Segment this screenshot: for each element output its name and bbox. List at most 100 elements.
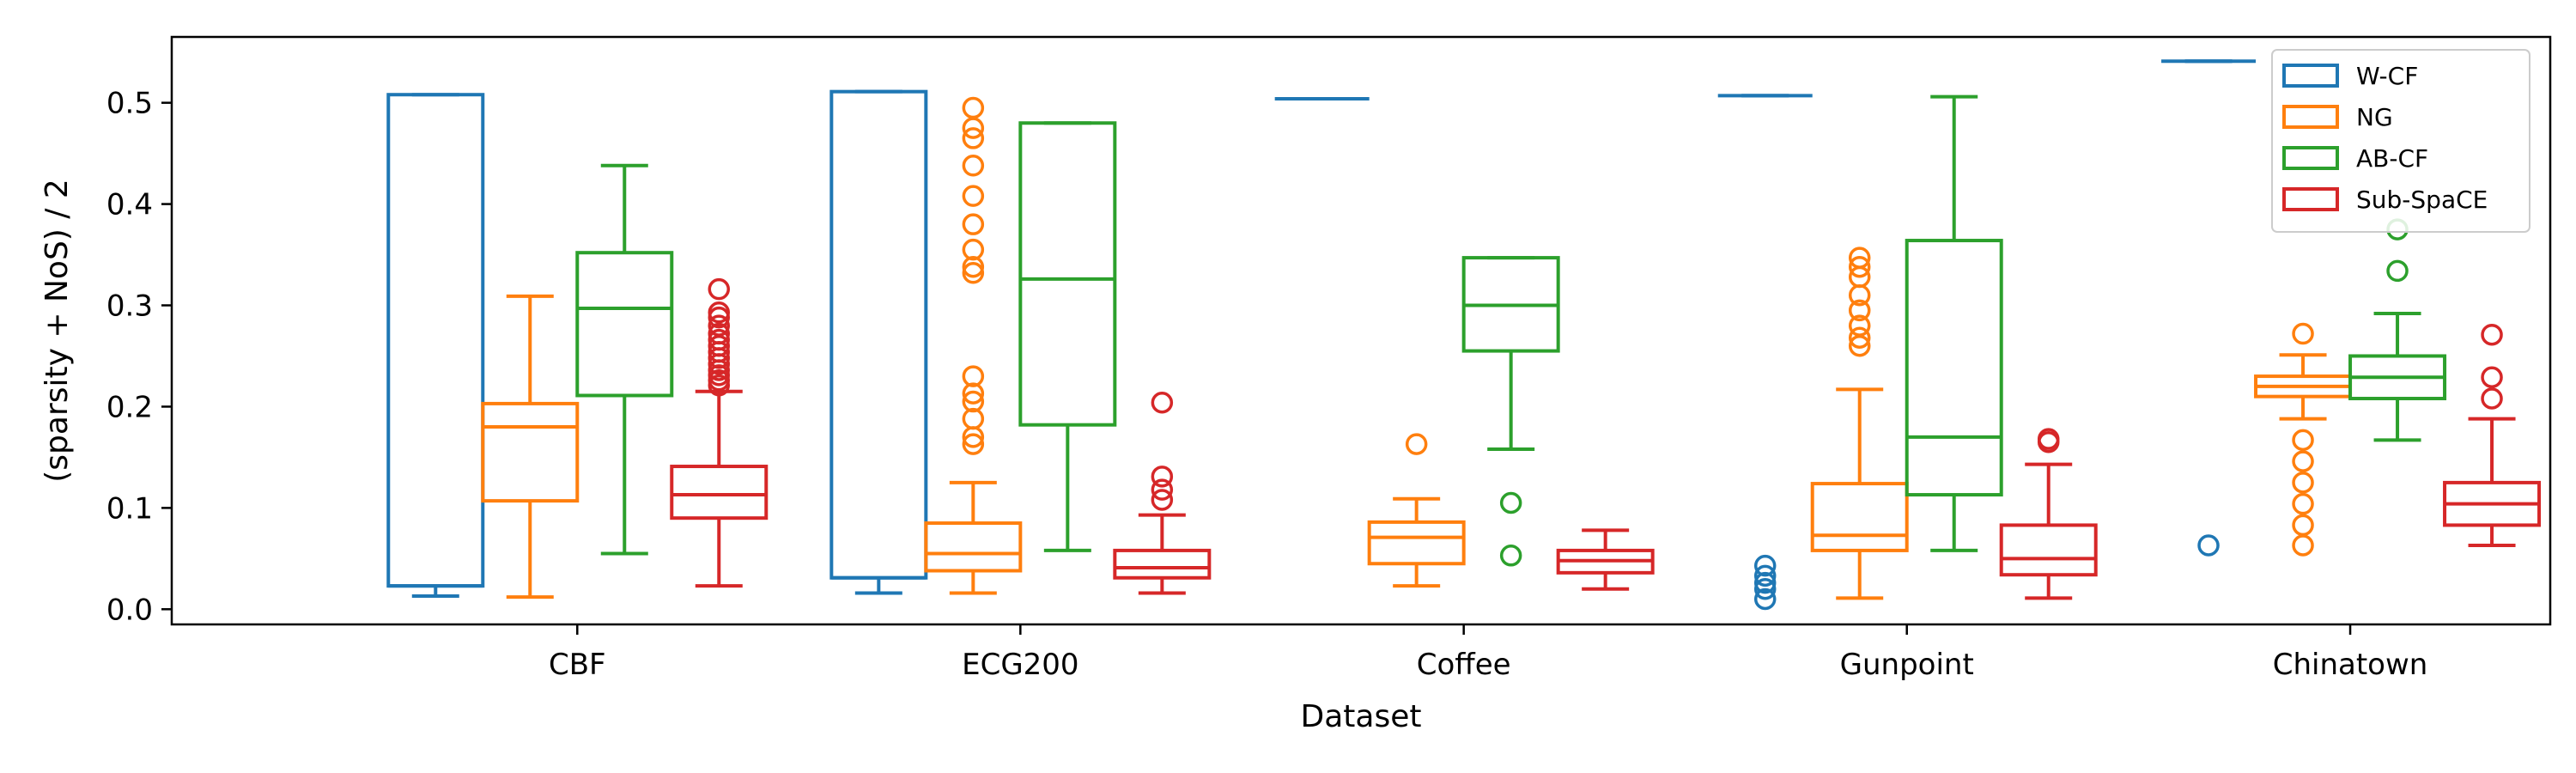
box-iqr <box>1018 121 1117 427</box>
box-sub-space-ecg200 <box>1113 391 1212 595</box>
x-tick-label: Gunpoint <box>1840 648 1974 682</box>
x-tick-label: Chinatown <box>2273 648 2428 682</box>
box-sub-space-chinatown <box>2443 323 2542 548</box>
legend-label: AB-CF <box>2356 144 2428 173</box>
y-tick-label: 0.4 <box>106 188 153 222</box>
outlier-point <box>962 382 985 405</box>
box-w-cf-cbf <box>386 93 485 598</box>
y-axis-label: (sparsity + NoS) / 2 <box>39 179 75 483</box>
x-axis-label: Dataset <box>1301 699 1422 734</box>
outlier-point <box>1848 334 1871 357</box>
outlier-point <box>708 306 731 329</box>
outlier-point <box>2292 534 2314 557</box>
outlier-point <box>1753 571 1777 594</box>
box-ng-gunpoint <box>1810 247 1909 600</box>
plot-frame <box>170 35 2552 626</box>
legend-label: Sub-SpaCE <box>2356 186 2488 214</box>
outlier-point <box>2292 429 2314 452</box>
outlier-point <box>1848 255 1871 278</box>
outlier-point <box>1499 491 1522 514</box>
outlier-point <box>1848 326 1871 350</box>
legend: W-CF NG AB-CF Sub-SpaCE <box>2271 49 2530 233</box>
outlier-point <box>2292 322 2314 345</box>
legend-item: Sub-SpaCE <box>2282 186 2488 214</box>
outlier-point <box>708 353 731 375</box>
y-axis: 0.0 0.1 0.2 0.3 0.4 0.5 <box>106 87 172 627</box>
box-iqr <box>1999 523 2098 577</box>
box-ab-cf-gunpoint <box>1905 94 2003 552</box>
box-ng-cbf <box>481 294 580 600</box>
outlier-point <box>962 426 985 448</box>
x-tick-label: CBF <box>549 648 606 682</box>
legend-label: W-CF <box>2356 62 2418 90</box>
outlier-point <box>708 374 731 397</box>
outlier-point <box>708 347 731 369</box>
box-ab-cf-ecg200 <box>1018 121 1117 552</box>
box-w-cf-chinatown <box>2161 59 2257 557</box>
outlier-point <box>1753 587 1777 611</box>
outlier-point <box>1848 299 1871 322</box>
box-ab-cf-cbf <box>575 163 674 556</box>
legend-frame <box>2271 49 2530 233</box>
box-ng-ecg200 <box>924 96 1023 595</box>
outlier-point <box>1151 466 1174 488</box>
outlier-point <box>962 255 985 278</box>
box-iqr <box>1905 239 2003 497</box>
outlier-point <box>962 433 985 455</box>
box-ab-cf-coffee <box>1461 256 1560 567</box>
outlier-point <box>2481 387 2503 410</box>
outlier-point <box>962 238 985 261</box>
outlier-point <box>1753 554 1777 577</box>
outlier-point <box>1499 545 1522 567</box>
outlier-point <box>962 155 985 177</box>
legend-label: NG <box>2356 103 2393 131</box>
outlier-point <box>1151 478 1174 501</box>
box-iqr <box>924 521 1023 573</box>
x-tick-label: Coffee <box>1417 648 1511 682</box>
box-iqr <box>575 251 674 398</box>
y-tick-label: 0.5 <box>106 87 153 121</box>
box-iqr <box>1810 482 1909 552</box>
legend-item: AB-CF <box>2282 144 2428 173</box>
y-tick-label: 0.3 <box>106 289 153 324</box>
outlier-point <box>1753 564 1777 587</box>
plot-marks <box>386 59 2542 611</box>
outlier-point <box>2292 450 2314 472</box>
outlier-point <box>1151 391 1174 414</box>
outlier-point <box>2292 492 2314 515</box>
outlier-point <box>962 185 985 207</box>
y-tick-label: 0.2 <box>106 390 153 424</box>
box-w-cf-ecg200 <box>829 89 928 595</box>
legend-swatch <box>2282 64 2339 88</box>
outlier-point <box>1151 489 1174 511</box>
box-sub-space-cbf <box>670 277 769 588</box>
outlier-point <box>2481 323 2503 346</box>
legend-item: NG <box>2282 103 2393 131</box>
outlier-point <box>962 390 985 413</box>
x-tick-label: ECG200 <box>962 648 1078 682</box>
box-sub-space-coffee <box>1556 528 1655 591</box>
outlier-point <box>2037 430 2060 453</box>
legend-swatch <box>2282 146 2339 170</box>
outlier-point <box>962 117 985 139</box>
outlier-point <box>962 127 985 149</box>
box-ng-chinatown <box>2254 322 2353 557</box>
outlier-point <box>1405 433 1428 455</box>
y-tick-label: 0.1 <box>106 491 153 526</box>
outlier-point <box>1848 283 1871 307</box>
outlier-point <box>708 277 731 301</box>
outlier-point <box>2197 534 2220 557</box>
outlier-point <box>1753 577 1777 600</box>
box-iqr <box>1367 520 1466 566</box>
box-sub-space-gunpoint <box>1999 428 2098 600</box>
legend-item: W-CF <box>2282 62 2418 90</box>
box-iqr <box>670 465 769 520</box>
legend-swatch <box>2282 105 2339 129</box>
outlier-point <box>962 262 985 284</box>
outlier-point <box>962 213 985 235</box>
y-tick-label: 0.0 <box>106 593 153 627</box>
box-w-cf-gunpoint <box>1717 94 1813 611</box>
box-ng-coffee <box>1367 433 1466 588</box>
